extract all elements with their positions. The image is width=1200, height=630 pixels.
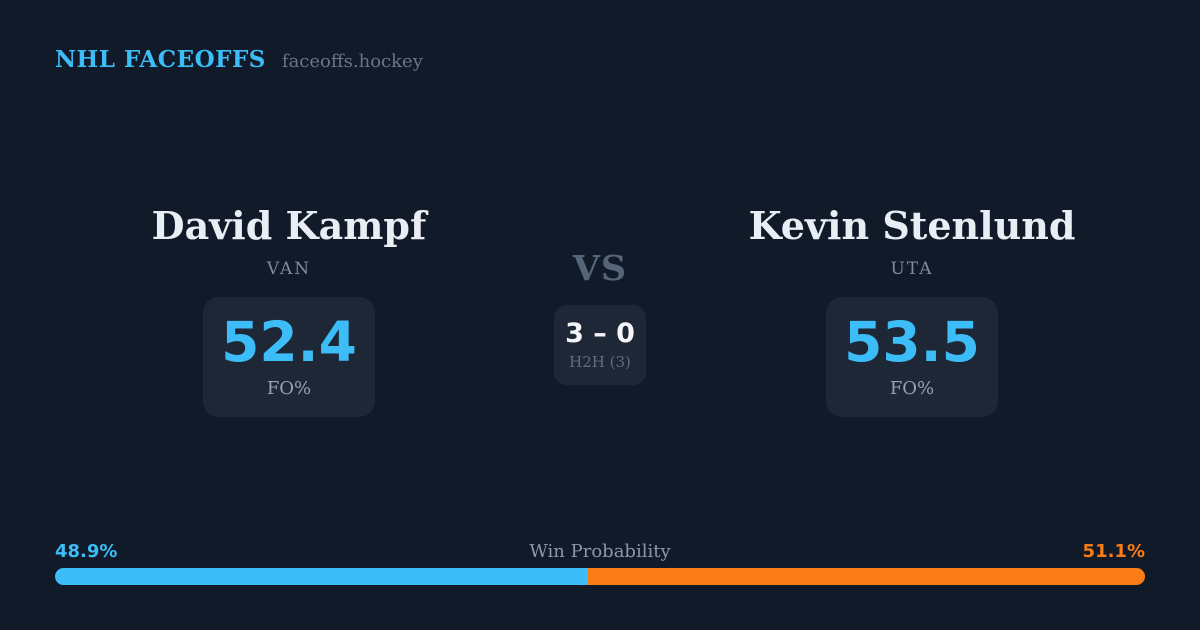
winprob-left-pct: 48.9%: [55, 541, 118, 562]
player2-team: UTA: [890, 258, 934, 279]
player1-column: David Kampf VAN 52.4 FO%: [119, 205, 459, 417]
center-column: VS 3 – 0 H2H (3): [500, 248, 700, 385]
winprob-right-pct: 51.1%: [1082, 541, 1145, 562]
player2-stat-card: 53.5 FO%: [826, 296, 998, 417]
player1-stat-label: FO%: [266, 377, 312, 399]
winprob-bar: [55, 568, 1145, 585]
player1-fo-pct: 52.4: [221, 309, 357, 374]
player2-fo-pct: 53.5: [844, 309, 980, 374]
winprob-labels-row: 48.9% Win Probability 51.1%: [55, 541, 1145, 563]
header: NHL FACEOFFS faceoffs.hockey: [55, 46, 423, 73]
h2h-label: H2H (3): [569, 352, 631, 371]
h2h-card: 3 – 0 H2H (3): [554, 305, 646, 385]
winprob-bar-right: [588, 568, 1145, 585]
player2-name: Kevin Stenlund: [748, 203, 1076, 248]
player2-stat-label: FO%: [889, 377, 935, 399]
site-url: faceoffs.hockey: [281, 51, 423, 72]
winprob-title: Win Probability: [529, 541, 671, 562]
player2-column: Kevin Stenlund UTA 53.5 FO%: [742, 205, 1082, 417]
vs-label: VS: [572, 248, 628, 289]
winprob-bar-left: [55, 568, 588, 585]
player1-name: David Kampf: [151, 203, 427, 248]
player1-stat-card: 52.4 FO%: [203, 296, 375, 417]
brand-title: NHL FACEOFFS: [55, 46, 266, 73]
h2h-score: 3 – 0: [565, 317, 635, 349]
player1-team: VAN: [266, 258, 312, 279]
